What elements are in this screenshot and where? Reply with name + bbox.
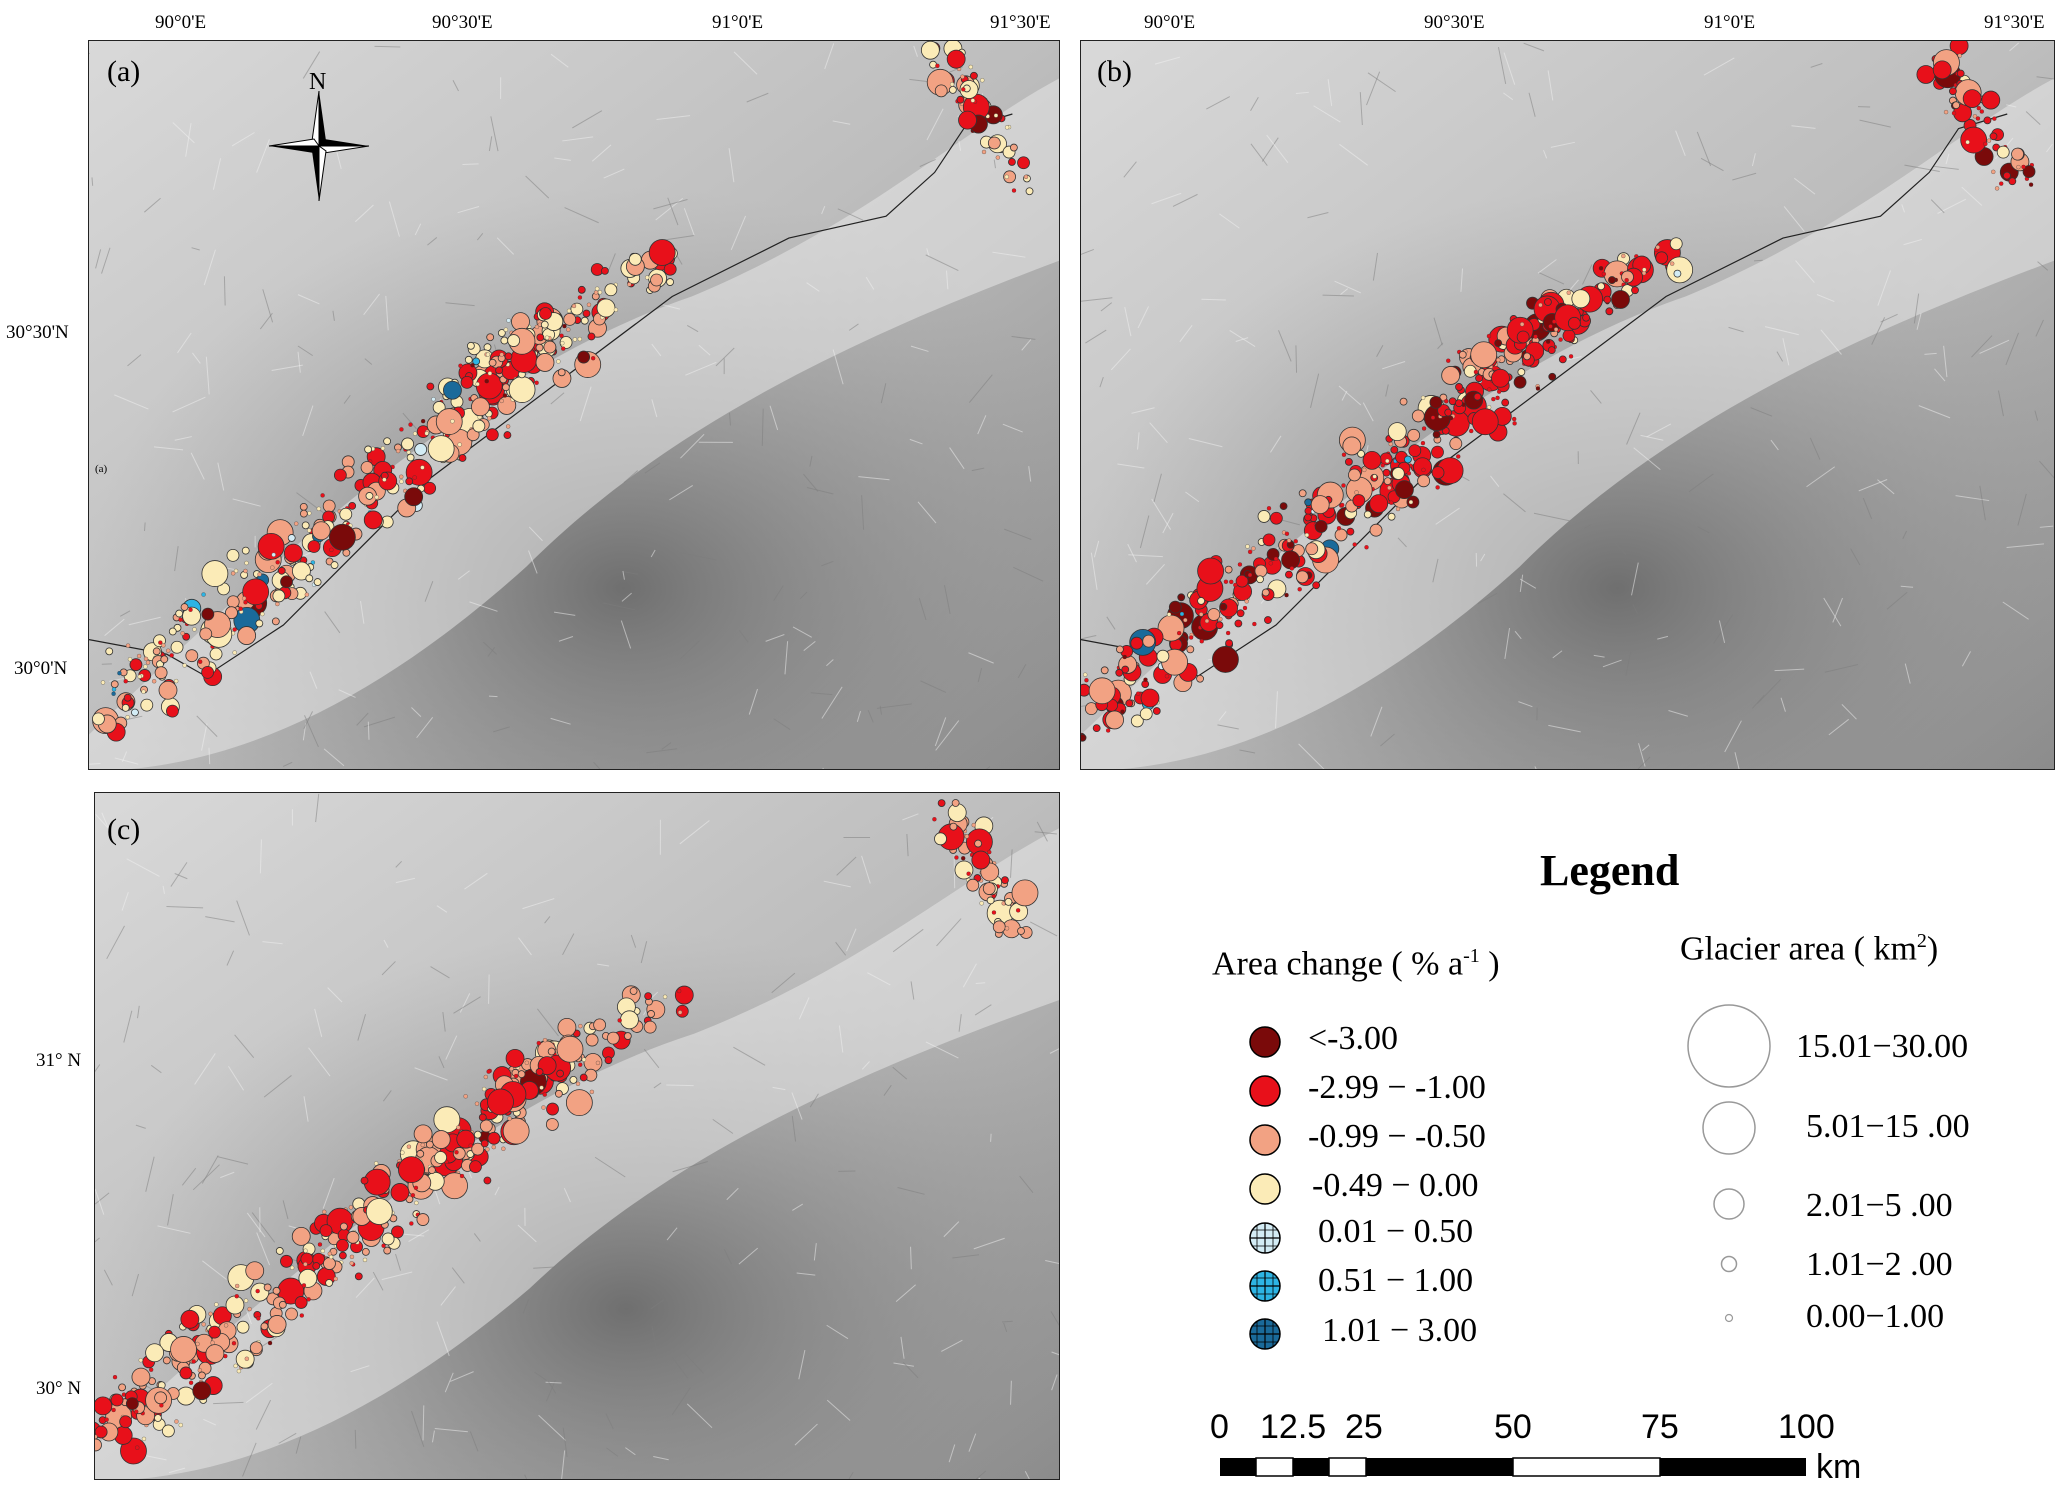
scale-label-2: 25	[1345, 1408, 1383, 1446]
scale-label-1: 12.5	[1260, 1408, 1327, 1446]
panel-label-c: (c)	[107, 813, 141, 846]
north-arrow: N	[269, 69, 369, 201]
size-symbol-4	[1724, 1313, 1734, 1323]
area-change-title: Area change ( % a-1 )	[1212, 945, 1500, 983]
scale-label-4: 75	[1641, 1408, 1679, 1446]
glacier-symbols	[95, 799, 1039, 1465]
glacier-area-title: Glacier area ( km2)	[1680, 930, 1939, 968]
scale-unit: km	[1816, 1448, 1862, 1486]
class-symbol-3	[1249, 1173, 1281, 1205]
scale-label-3: 50	[1494, 1408, 1532, 1446]
class-label-4: 0.01 − 0.50	[1318, 1213, 1474, 1250]
class-symbol-2	[1249, 1124, 1281, 1156]
tick-c-left-0: 31° N	[36, 1050, 82, 1071]
panel-label-a: (a)	[107, 55, 141, 88]
size-label-0: 15.01−30.00	[1796, 1028, 1969, 1065]
map-panel-c: (c)	[94, 792, 1060, 1480]
terrain	[1081, 41, 2054, 769]
class-symbol-6	[1249, 1318, 1281, 1350]
map-canvas-c	[95, 793, 1059, 1479]
tick-a-top-3: 91°30'E	[990, 12, 1051, 33]
tick-b-top-1: 90°30'E	[1424, 12, 1485, 33]
north-label: N	[309, 69, 327, 95]
class-label-3: -0.49 − 0.00	[1312, 1167, 1479, 1204]
terrain	[95, 793, 1059, 1479]
tick-a-top-2: 91°0'E	[712, 12, 764, 33]
panel-label-b: (b)	[1097, 55, 1132, 88]
size-symbol-1	[1702, 1101, 1756, 1155]
size-label-3: 1.01−2 .00	[1806, 1246, 1953, 1283]
glacier-symbols	[1081, 41, 2036, 742]
size-symbol-3	[1720, 1255, 1738, 1273]
class-symbol-5	[1249, 1270, 1281, 1302]
map-panel-b: (b)	[1080, 40, 2055, 770]
legend-title: Legend	[1540, 846, 1680, 895]
compass-icon	[269, 91, 369, 201]
tick-a-left-1: 30°0'N	[14, 658, 68, 679]
scale-label-0: 0	[1210, 1408, 1229, 1446]
scale-bar-graphic	[1220, 1457, 1806, 1477]
tick-b-top-3: 91°30'E	[1984, 12, 2045, 33]
size-label-2: 2.01−5 .00	[1806, 1187, 1953, 1224]
size-symbol-0	[1687, 1004, 1771, 1088]
glacier-symbols	[92, 41, 1034, 742]
tick-a-top-1: 90°30'E	[432, 12, 493, 33]
map-canvas-a	[89, 41, 1059, 769]
size-label-4: 0.00−1.00	[1806, 1298, 1945, 1335]
class-label-2: -0.99 − -0.50	[1308, 1118, 1486, 1155]
terrain	[89, 41, 1059, 769]
class-label-5: 0.51 − 1.00	[1318, 1262, 1474, 1299]
class-label-0: <-3.00	[1308, 1020, 1398, 1057]
map-panel-a: (a) N (a)	[88, 40, 1060, 770]
class-label-1: -2.99 − -1.00	[1308, 1069, 1486, 1106]
tick-b-top-0: 90°0'E	[1144, 12, 1196, 33]
class-symbol-0	[1249, 1026, 1281, 1058]
tick-a-left-0: 30°30'N	[6, 322, 69, 343]
class-label-6: 1.01 − 3.00	[1322, 1312, 1478, 1349]
class-symbol-1	[1249, 1075, 1281, 1107]
map-canvas-b	[1081, 41, 2054, 769]
size-label-1: 5.01−15 .00	[1806, 1108, 1970, 1145]
small-label-a: (a)	[95, 463, 108, 475]
class-symbol-4	[1249, 1222, 1281, 1254]
tick-b-top-2: 91°0'E	[1704, 12, 1756, 33]
size-symbol-2	[1713, 1188, 1745, 1220]
tick-c-left-1: 30° N	[36, 1378, 82, 1399]
scale-label-5: 100	[1778, 1408, 1835, 1446]
tick-a-top-0: 90°0'E	[155, 12, 207, 33]
